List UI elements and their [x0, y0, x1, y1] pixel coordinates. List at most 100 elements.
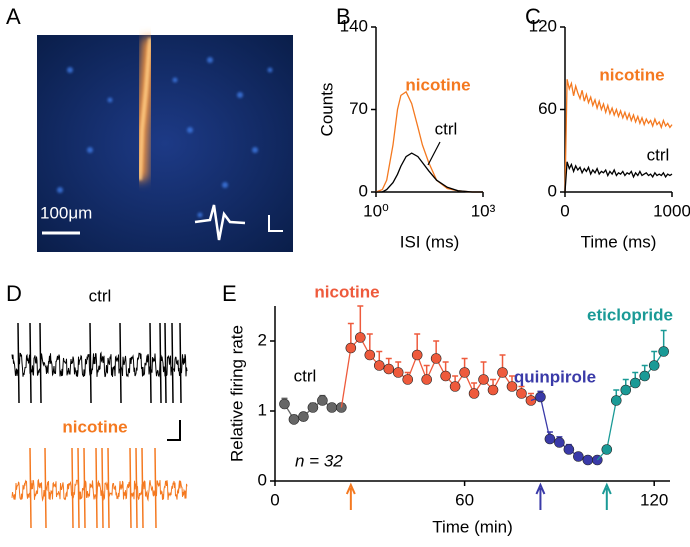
spike: [29, 447, 32, 529]
y-tick-label: 70: [349, 99, 368, 118]
series-line: [564, 161, 673, 193]
spike: [107, 447, 110, 529]
waveform-scale: [268, 215, 283, 232]
trace-label: nicotine: [62, 417, 127, 436]
point: [345, 342, 357, 354]
trace: [11, 478, 188, 502]
arrow: [345, 482, 356, 510]
spike: [17, 322, 20, 404]
point: [336, 402, 347, 413]
axes: [375, 27, 483, 193]
y-axis-label: Relative firing rate: [227, 325, 246, 462]
point: [497, 367, 508, 378]
arrow: [601, 482, 612, 510]
x-tick-label: 120: [640, 490, 668, 509]
point: [392, 367, 404, 378]
series-line: [376, 152, 483, 193]
spike: [101, 447, 104, 529]
spike: [29, 322, 32, 404]
point: [449, 381, 461, 392]
point: [421, 374, 432, 385]
point: [459, 367, 470, 378]
panel-label: D: [6, 281, 22, 306]
annotation: n = 32: [295, 451, 343, 470]
spike: [164, 322, 167, 404]
spike: [95, 447, 98, 529]
point: [658, 346, 669, 357]
y-tick-label: 120: [529, 16, 557, 35]
point: [355, 332, 366, 343]
point: [279, 398, 290, 410]
spike: [119, 322, 122, 404]
spike: [141, 447, 144, 529]
point: [317, 395, 328, 406]
spike: [89, 322, 92, 404]
y-tick-label: 60: [538, 99, 557, 118]
point: [620, 384, 632, 396]
point: [383, 363, 395, 375]
arrow: [535, 482, 546, 510]
panel: C 0 60 120 0 1000 Time (ms) nicotine ctrl: [525, 4, 690, 252]
series-label: ctrl: [647, 145, 670, 164]
point: [326, 402, 338, 413]
spike: [83, 447, 86, 529]
spike: [135, 447, 138, 529]
x-tick-label: 1000: [653, 201, 690, 220]
spike: [149, 322, 152, 404]
point: [440, 370, 451, 382]
point: [525, 395, 537, 406]
point: [554, 437, 565, 448]
x-tick-label: 60: [455, 490, 474, 509]
y-tick-label: 1: [258, 400, 267, 419]
spike: [171, 322, 174, 404]
spike: [71, 447, 74, 529]
series-label: nicotine: [599, 65, 664, 84]
spike: [179, 322, 182, 404]
panel-label: B: [336, 4, 351, 29]
point: [629, 377, 641, 389]
trace-scale: [167, 420, 181, 441]
series-label: nicotine: [405, 75, 470, 94]
x-tick-label: 10³: [471, 201, 496, 220]
panel-label: C: [525, 4, 541, 29]
panel-a: A 100μm: [6, 4, 293, 252]
series-label: eticlopride: [587, 305, 673, 324]
spike: [129, 447, 132, 529]
series-label: ctrl: [435, 119, 458, 138]
point: [610, 395, 622, 406]
panel-label: A: [6, 4, 21, 29]
point: [402, 374, 414, 385]
point: [544, 433, 556, 445]
cells: [57, 57, 273, 218]
y-tick-label: 2: [258, 330, 267, 349]
series-line: [564, 79, 673, 193]
x-axis-label: Time (min): [432, 517, 513, 536]
point: [582, 454, 594, 466]
leader: [427, 141, 441, 166]
panel-label: E: [222, 281, 237, 306]
point: [298, 411, 309, 422]
point: [535, 391, 546, 403]
series-label: quinpirole: [514, 367, 596, 386]
x-axis-label: Time (ms): [581, 232, 657, 251]
spike: [159, 322, 162, 404]
spike: [77, 447, 80, 529]
spike: [39, 322, 42, 404]
point: [478, 374, 489, 385]
trace-label: ctrl: [89, 286, 112, 305]
x-tick-label: 0: [560, 201, 569, 220]
series-line: [375, 90, 483, 193]
point: [288, 414, 300, 425]
panel-d: D ctrl nicotine: [6, 281, 188, 529]
point: [307, 402, 319, 413]
spike: [154, 447, 157, 529]
point: [468, 388, 480, 399]
waveform: [194, 204, 246, 241]
point: [516, 388, 527, 399]
y-tick-label: 0: [359, 181, 368, 200]
y-axis-label: Counts: [317, 83, 336, 137]
point: [563, 444, 575, 455]
point: [373, 360, 385, 371]
x-axis-label: ISI (ms): [400, 232, 460, 251]
